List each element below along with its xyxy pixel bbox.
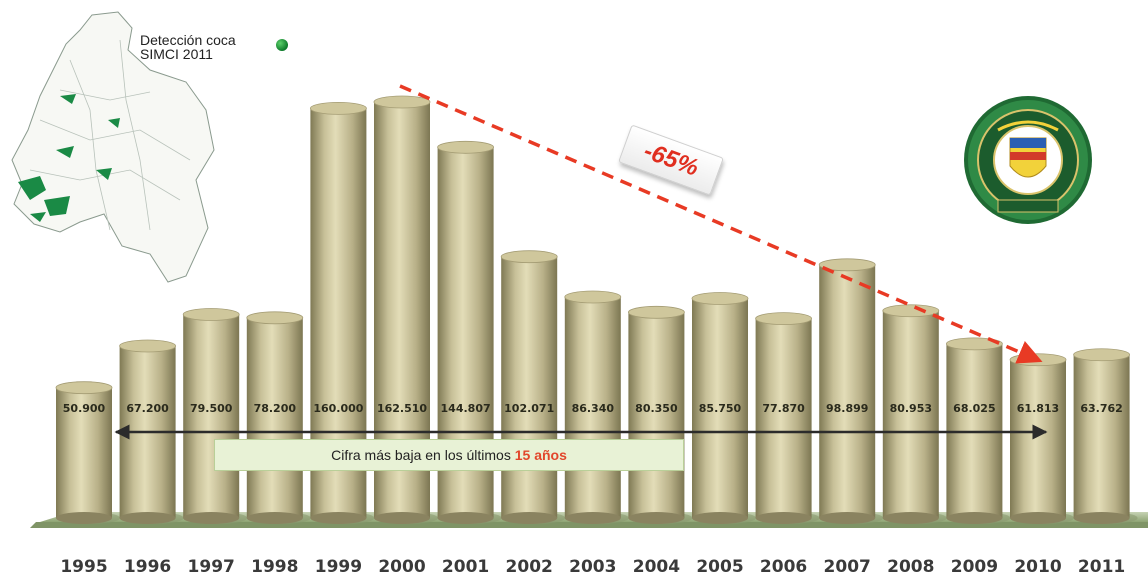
bar-value-label: 50.900: [63, 402, 106, 415]
bar-2004: [628, 305, 693, 524]
note-box: Cifra más baja en los últimos 15 años: [214, 439, 684, 471]
legend-line-1: Detección coca: [140, 32, 236, 48]
bar-2002: [500, 250, 566, 524]
bar-2006: [755, 312, 820, 524]
bar-2010: [1009, 353, 1074, 524]
bar-value-label: 67.200: [126, 402, 169, 415]
colombia-map-icon: [11, 11, 215, 283]
bar-2011: [1073, 348, 1138, 524]
bar-value-label: 79.500: [190, 402, 233, 415]
trend-arrow: [399, 84, 1043, 364]
bar-labels-group: 50.900 67.200 79.500 78.200 160.000 162.510 14…: [63, 402, 1123, 415]
x-tick-label: 2002: [506, 557, 553, 577]
x-tick-label: 2009: [951, 557, 998, 577]
x-tick-label: 1997: [188, 557, 235, 577]
bar-value-label: 80.953: [890, 402, 932, 415]
note-text: Cifra más baja en los últimos: [331, 447, 511, 463]
police-emblem-icon: [964, 96, 1092, 224]
x-tick-label: 1998: [251, 557, 298, 577]
x-tick-label: 2008: [887, 557, 934, 577]
bar-value-label: 98.899: [826, 402, 868, 415]
bar-value-label: 144.807: [441, 402, 491, 415]
x-tick-label: 2006: [760, 557, 807, 577]
bar-1997: [182, 308, 248, 524]
bar-value-label: 78.200: [254, 402, 297, 415]
x-tick-label: 2010: [1014, 557, 1061, 577]
x-tick-label: 2001: [442, 557, 489, 577]
legend-line-2: SIMCI 2011: [140, 46, 213, 62]
note-highlight: 15 años: [514, 447, 567, 463]
bar-value-label: 80.350: [635, 402, 678, 415]
bar-value-label: 63.762: [1080, 402, 1122, 415]
bar-value-label: 86.340: [572, 402, 615, 415]
year-labels-group: 1995 1996 1997 1998 1999 2000 2001 2002 2003 2004…: [60, 557, 1125, 577]
x-tick-label: 2011: [1078, 557, 1125, 577]
bar-value-label: 68.025: [953, 402, 995, 415]
bar-2007: [818, 258, 884, 524]
x-tick-label: 2007: [824, 557, 871, 577]
x-tick-label: 2004: [633, 557, 680, 577]
legend-dot-icon: [276, 39, 288, 51]
x-tick-label: 2003: [569, 557, 616, 577]
bar-value-label: 77.870: [762, 402, 805, 415]
x-tick-label: 2000: [378, 557, 425, 577]
x-tick-label: 2005: [696, 557, 743, 577]
bar-value-label: 102.071: [504, 402, 554, 415]
bar-value-label: 162.510: [377, 402, 427, 415]
bar-value-label: 85.750: [699, 402, 742, 415]
bar-2003: [564, 290, 629, 524]
bar-1998: [246, 311, 311, 524]
x-tick-label: 1995: [60, 557, 107, 577]
x-tick-label: 1996: [124, 557, 171, 577]
bar-2008: [882, 304, 947, 524]
x-tick-label: 1999: [315, 557, 362, 577]
bar-value-label: 61.813: [1017, 402, 1059, 415]
bar-value-label: 160.000: [313, 402, 363, 415]
map-legend: Detección coca SIMCI 2011: [140, 33, 236, 61]
bar-2005: [691, 292, 756, 524]
bar-1995: [55, 381, 120, 524]
